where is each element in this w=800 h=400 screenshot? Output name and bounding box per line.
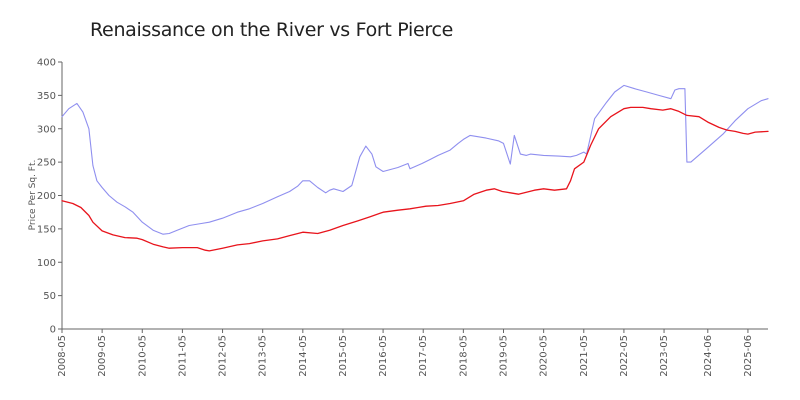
series-line-renaissance-on-the-river (61, 84, 769, 235)
y-axis-label: Price Per Sq. Ft. (28, 160, 38, 231)
y-axis: 0 50 100 150 200 250 300 350 400 (37, 58, 63, 336)
x-tick-label: 2022-05 (619, 335, 630, 377)
y-tick-label: 400 (37, 58, 56, 69)
x-tick-label: 2019-05 (499, 335, 510, 377)
x-tick-label: 2011-05 (177, 335, 188, 377)
series-line-fort-pierce (61, 106, 769, 252)
x-tick-label: 2024-06 (703, 335, 714, 377)
x-tick-label: 2009-05 (97, 335, 108, 377)
x-tick-label: 2012-05 (218, 335, 229, 377)
x-tick-label: 2017-05 (418, 335, 429, 377)
x-tick-label: 2018-05 (458, 335, 469, 377)
x-tick-label: 2020-05 (539, 335, 550, 377)
x-tick-label: 2014-05 (298, 335, 309, 377)
y-tick-label: 350 (37, 91, 56, 102)
x-tick-label: 2013-05 (258, 335, 269, 377)
y-tick-label: 300 (37, 124, 56, 135)
y-tick-label: 250 (37, 158, 56, 169)
y-tick-label: 150 (37, 224, 56, 235)
y-tick-label: 50 (43, 291, 56, 302)
x-tick-label: 2021-05 (579, 335, 590, 377)
y-tick-label: 200 (37, 191, 56, 202)
x-tick-label: 2023-05 (659, 335, 670, 377)
y-tick-label: 100 (37, 258, 56, 269)
x-tick-label: 2025-06 (743, 335, 754, 377)
x-tick-label: 2016-05 (378, 335, 389, 377)
x-tick-label: 2010-05 (137, 335, 148, 377)
chart-title: Renaissance on the River vs Fort Pierce (90, 19, 454, 41)
x-axis: 2008-05 2009-05 2010-05 2011-05 2012-05 2013-… (57, 328, 768, 377)
x-tick-label: 2015-05 (338, 335, 349, 377)
y-tick-label: 0 (50, 325, 56, 336)
series-lines (61, 84, 769, 252)
x-tick-label: 2008-05 (57, 335, 68, 377)
